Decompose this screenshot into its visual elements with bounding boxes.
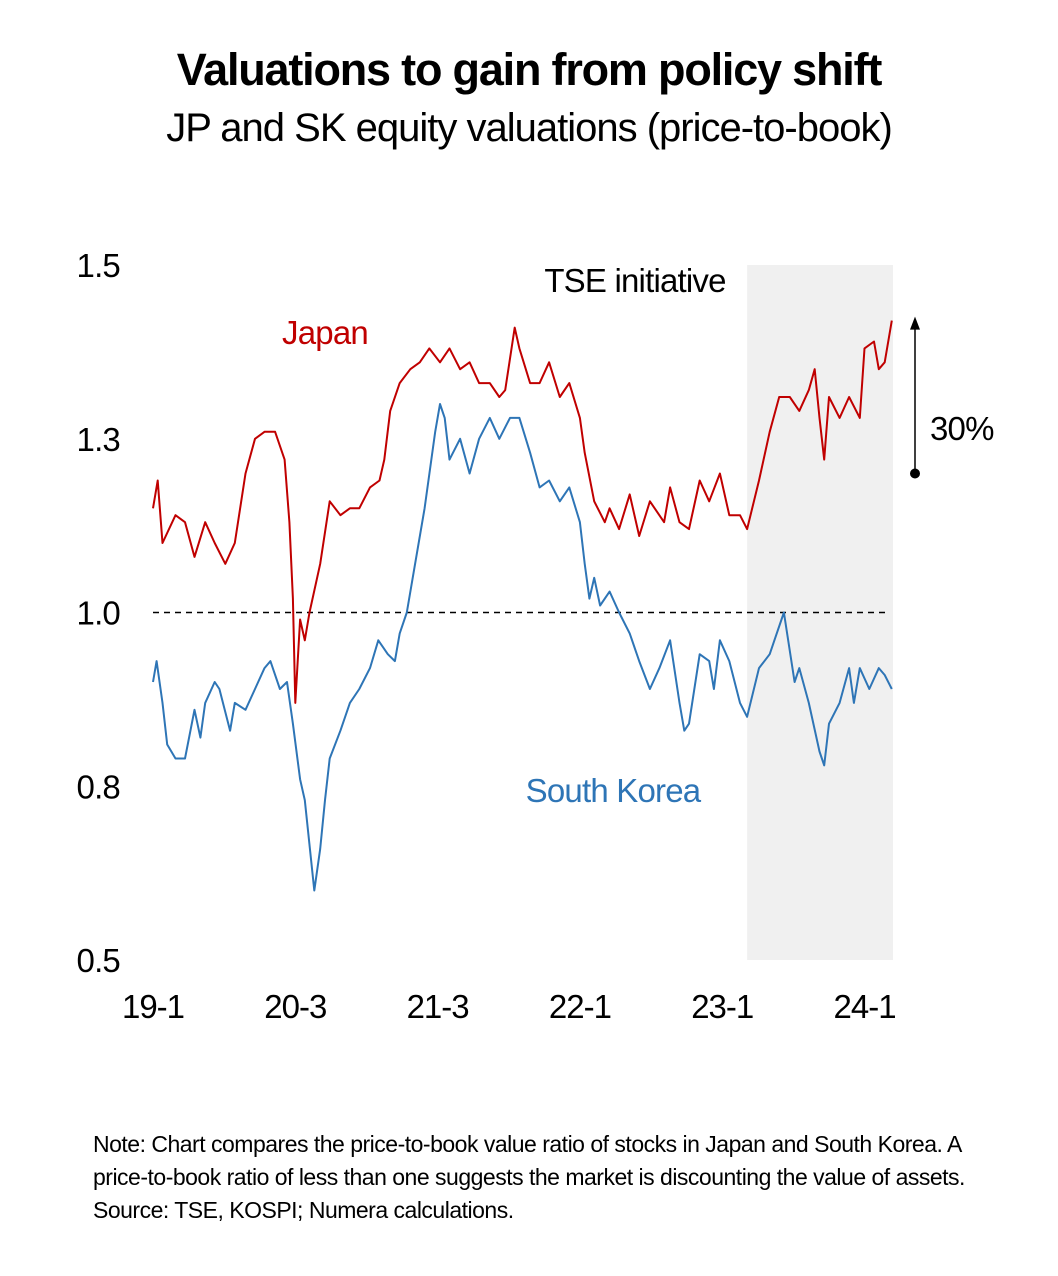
annotation-dot	[910, 468, 920, 479]
chart-title: Valuations to gain from policy shift	[176, 44, 883, 95]
y-tick-label: 1.5	[77, 247, 120, 284]
x-tick-label: 20-3	[264, 988, 326, 1025]
line-chart: TSE initiative 1.5 1.3 1.0 0.8 0.5 19-1 20-3 2…	[77, 247, 995, 1025]
y-tick-label: 1.3	[77, 421, 120, 458]
series-label-south-korea: South Korea	[526, 772, 702, 809]
annotation-label: 30%	[930, 410, 994, 447]
y-tick-label: 1.0	[77, 595, 121, 632]
series-line-south-korea	[152, 403, 893, 892]
series-line-japan	[152, 320, 893, 704]
30-percent-annotation: 30%	[910, 316, 995, 479]
x-tick-label: 21-3	[407, 988, 469, 1025]
x-tick-label: 19-1	[122, 988, 184, 1025]
series-label-japan: Japan	[282, 314, 368, 351]
arrowhead-icon	[910, 316, 920, 330]
x-tick-label: 22-1	[549, 988, 611, 1025]
tse-initiative-label: TSE initiative	[544, 262, 725, 299]
x-tick-label: 23-1	[691, 988, 753, 1025]
chart-note: Note: Chart compares the price-to-book v…	[93, 1131, 965, 1223]
y-tick-label: 0.5	[77, 942, 120, 979]
x-tick-label: 24-1	[834, 988, 896, 1025]
chart-subtitle: JP and SK equity valuations (price-to-bo…	[166, 106, 893, 150]
y-tick-label: 0.8	[77, 768, 120, 805]
